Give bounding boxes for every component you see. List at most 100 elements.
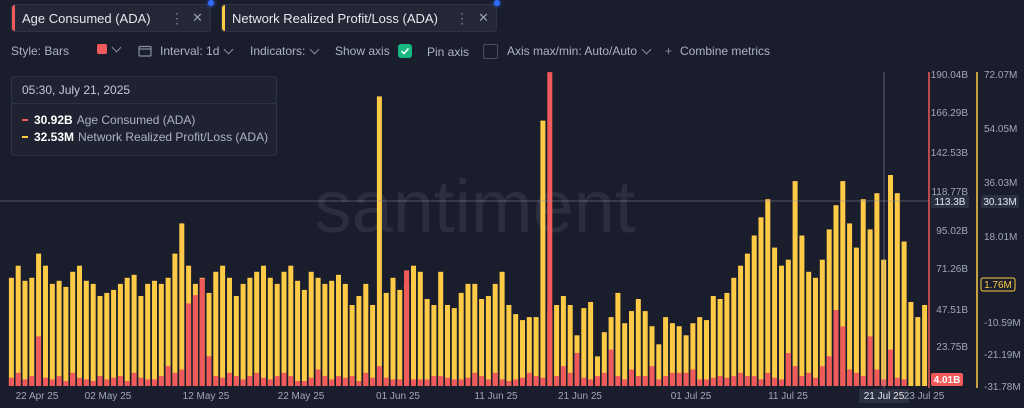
bar-network-realized (888, 175, 893, 386)
bar-age-consumed (233, 376, 239, 386)
pin-axis-checkbox[interactable] (483, 44, 499, 59)
bar-age-consumed (731, 376, 737, 386)
tab-color-stripe (222, 5, 225, 31)
bar-age-consumed (131, 372, 137, 386)
bar-network-realized (635, 299, 641, 386)
bar-age-consumed (847, 369, 853, 386)
right-axis-tick-label: 36.03M (984, 178, 1017, 189)
x-axis-tick-label: 02 May 25 (85, 391, 132, 402)
style-dropdown[interactable]: Style: Bars (11, 44, 69, 58)
right-axis-last-badge (980, 277, 1016, 292)
bar-age-consumed (390, 379, 396, 386)
bar-network-realized (867, 229, 873, 386)
bar-network-realized (329, 280, 335, 386)
bar-age-consumed (36, 336, 42, 386)
bar-network-realized (261, 265, 266, 386)
bar-age-consumed (288, 376, 294, 386)
bar-network-realized (622, 323, 628, 386)
left-axis-tick-label: 95.02B (936, 226, 968, 237)
more-options-icon[interactable]: ⋮ (170, 9, 184, 26)
pin-axis-toggle[interactable]: Pin axis (427, 44, 499, 59)
bar-network-realized (615, 292, 621, 386)
bar-network-realized (588, 302, 594, 386)
bar-network-realized (506, 305, 512, 386)
tooltip-row-age-consumed: 30.92B Age Consumed (ADA) (22, 113, 195, 127)
bar-age-consumed (295, 381, 301, 386)
bar-age-consumed (329, 379, 335, 386)
bar-network-realized (479, 299, 485, 386)
axis-maxmin-dropdown[interactable]: Axis max/min: Auto/Auto (507, 44, 652, 58)
right-axis-tick-label: -31.78M (984, 382, 1021, 393)
bar-network-realized (485, 296, 491, 386)
x-axis-hover-badge (859, 389, 909, 403)
bar-chart[interactable]: santiment 190.04B 166.29B 142.53B 118.77B 95.… (0, 66, 1024, 408)
left-axis-tick-label: 166.29B (931, 108, 969, 119)
indicator-dot-icon (208, 0, 214, 6)
top-bar: Age Consumed (ADA) ⋮ ✕ Network Realized … (0, 0, 1024, 38)
bar-network-realized (349, 305, 355, 386)
show-axis-toggle[interactable]: Show axis (335, 44, 412, 58)
interval-dropdown[interactable]: Interval: 1d (138, 44, 234, 58)
bar-network-realized (124, 277, 130, 386)
bar-network-realized (397, 289, 403, 386)
chart-area[interactable]: santiment 190.04B 166.29B 142.53B 118.77B 95.… (0, 66, 1024, 408)
bar-age-consumed (656, 379, 662, 386)
right-axis-tick-label: -10.59M (984, 318, 1021, 329)
bar-network-realized (669, 323, 675, 386)
bar-age-consumed (622, 379, 628, 386)
bar-network-realized (431, 305, 437, 386)
show-axis-label: Show axis (335, 44, 390, 58)
close-icon[interactable]: ✕ (478, 10, 489, 25)
indicators-dropdown[interactable]: Indicators: (250, 44, 320, 58)
bar-age-consumed (526, 372, 532, 386)
bar-age-consumed (411, 379, 416, 386)
bar-age-consumed (751, 376, 757, 386)
right-axis-current-value: 30.13M (983, 197, 1016, 208)
close-icon[interactable]: ✕ (192, 10, 203, 25)
bar-network-realized (922, 305, 928, 386)
bar-network-realized (792, 181, 798, 386)
bar-age-consumed (888, 349, 893, 386)
tooltip-label: Age Consumed (ADA) (76, 113, 196, 127)
right-axis-tick-label: 54.05M (984, 124, 1017, 135)
plus-icon: + (665, 44, 673, 58)
show-axis-checkbox[interactable] (397, 44, 412, 58)
left-axis-tick-label: 118.77B (931, 187, 968, 198)
tab-age-consumed[interactable]: Age Consumed (ADA) ⋮ ✕ (11, 0, 214, 32)
combine-metrics-button[interactable]: + Combine metrics (665, 44, 770, 58)
bar-age-consumed (445, 377, 450, 386)
bar-age-consumed (744, 376, 750, 386)
bar-network-realized (840, 181, 846, 386)
color-picker[interactable] (97, 42, 122, 54)
bar-network-realized (717, 299, 723, 386)
tab-network-realized-profit-loss[interactable]: Network Realized Profit/Loss (ADA) ⋮ ✕ (221, 0, 500, 32)
bar-network-realized (22, 280, 28, 386)
bar-age-consumed (635, 376, 641, 386)
bar-age-consumed (683, 372, 689, 386)
bar-network-realized (29, 277, 35, 386)
bar-network-realized (540, 120, 546, 386)
bar-age-consumed (669, 372, 675, 386)
bar-age-consumed (49, 379, 55, 386)
bar-network-realized (567, 305, 573, 386)
bar-age-consumed (724, 377, 730, 386)
bar-network-realized (342, 283, 348, 386)
bar-age-consumed (15, 372, 21, 386)
bar-age-consumed (179, 369, 185, 386)
tab-label: Network Realized Profit/Loss (ADA) (232, 10, 438, 26)
bar-network-realized (704, 320, 709, 386)
bar-age-consumed (117, 376, 123, 386)
bar-age-consumed (97, 376, 103, 386)
bar-age-consumed (90, 381, 96, 386)
bar-network-realized (724, 292, 730, 386)
bar-age-consumed (472, 372, 478, 386)
more-options-icon[interactable]: ⋮ (455, 9, 469, 26)
bar-age-consumed (336, 376, 341, 386)
bar-age-consumed (370, 377, 376, 386)
bar-age-consumed (342, 377, 348, 386)
bar-age-consumed (840, 326, 846, 386)
toolbar: Style: Bars Interval: 1d Indicators: Sho… (0, 40, 1024, 64)
bar-age-consumed (29, 376, 35, 386)
bar-network-realized (915, 317, 921, 386)
x-axis-tick-label: 11 Jul 25 (768, 391, 808, 402)
